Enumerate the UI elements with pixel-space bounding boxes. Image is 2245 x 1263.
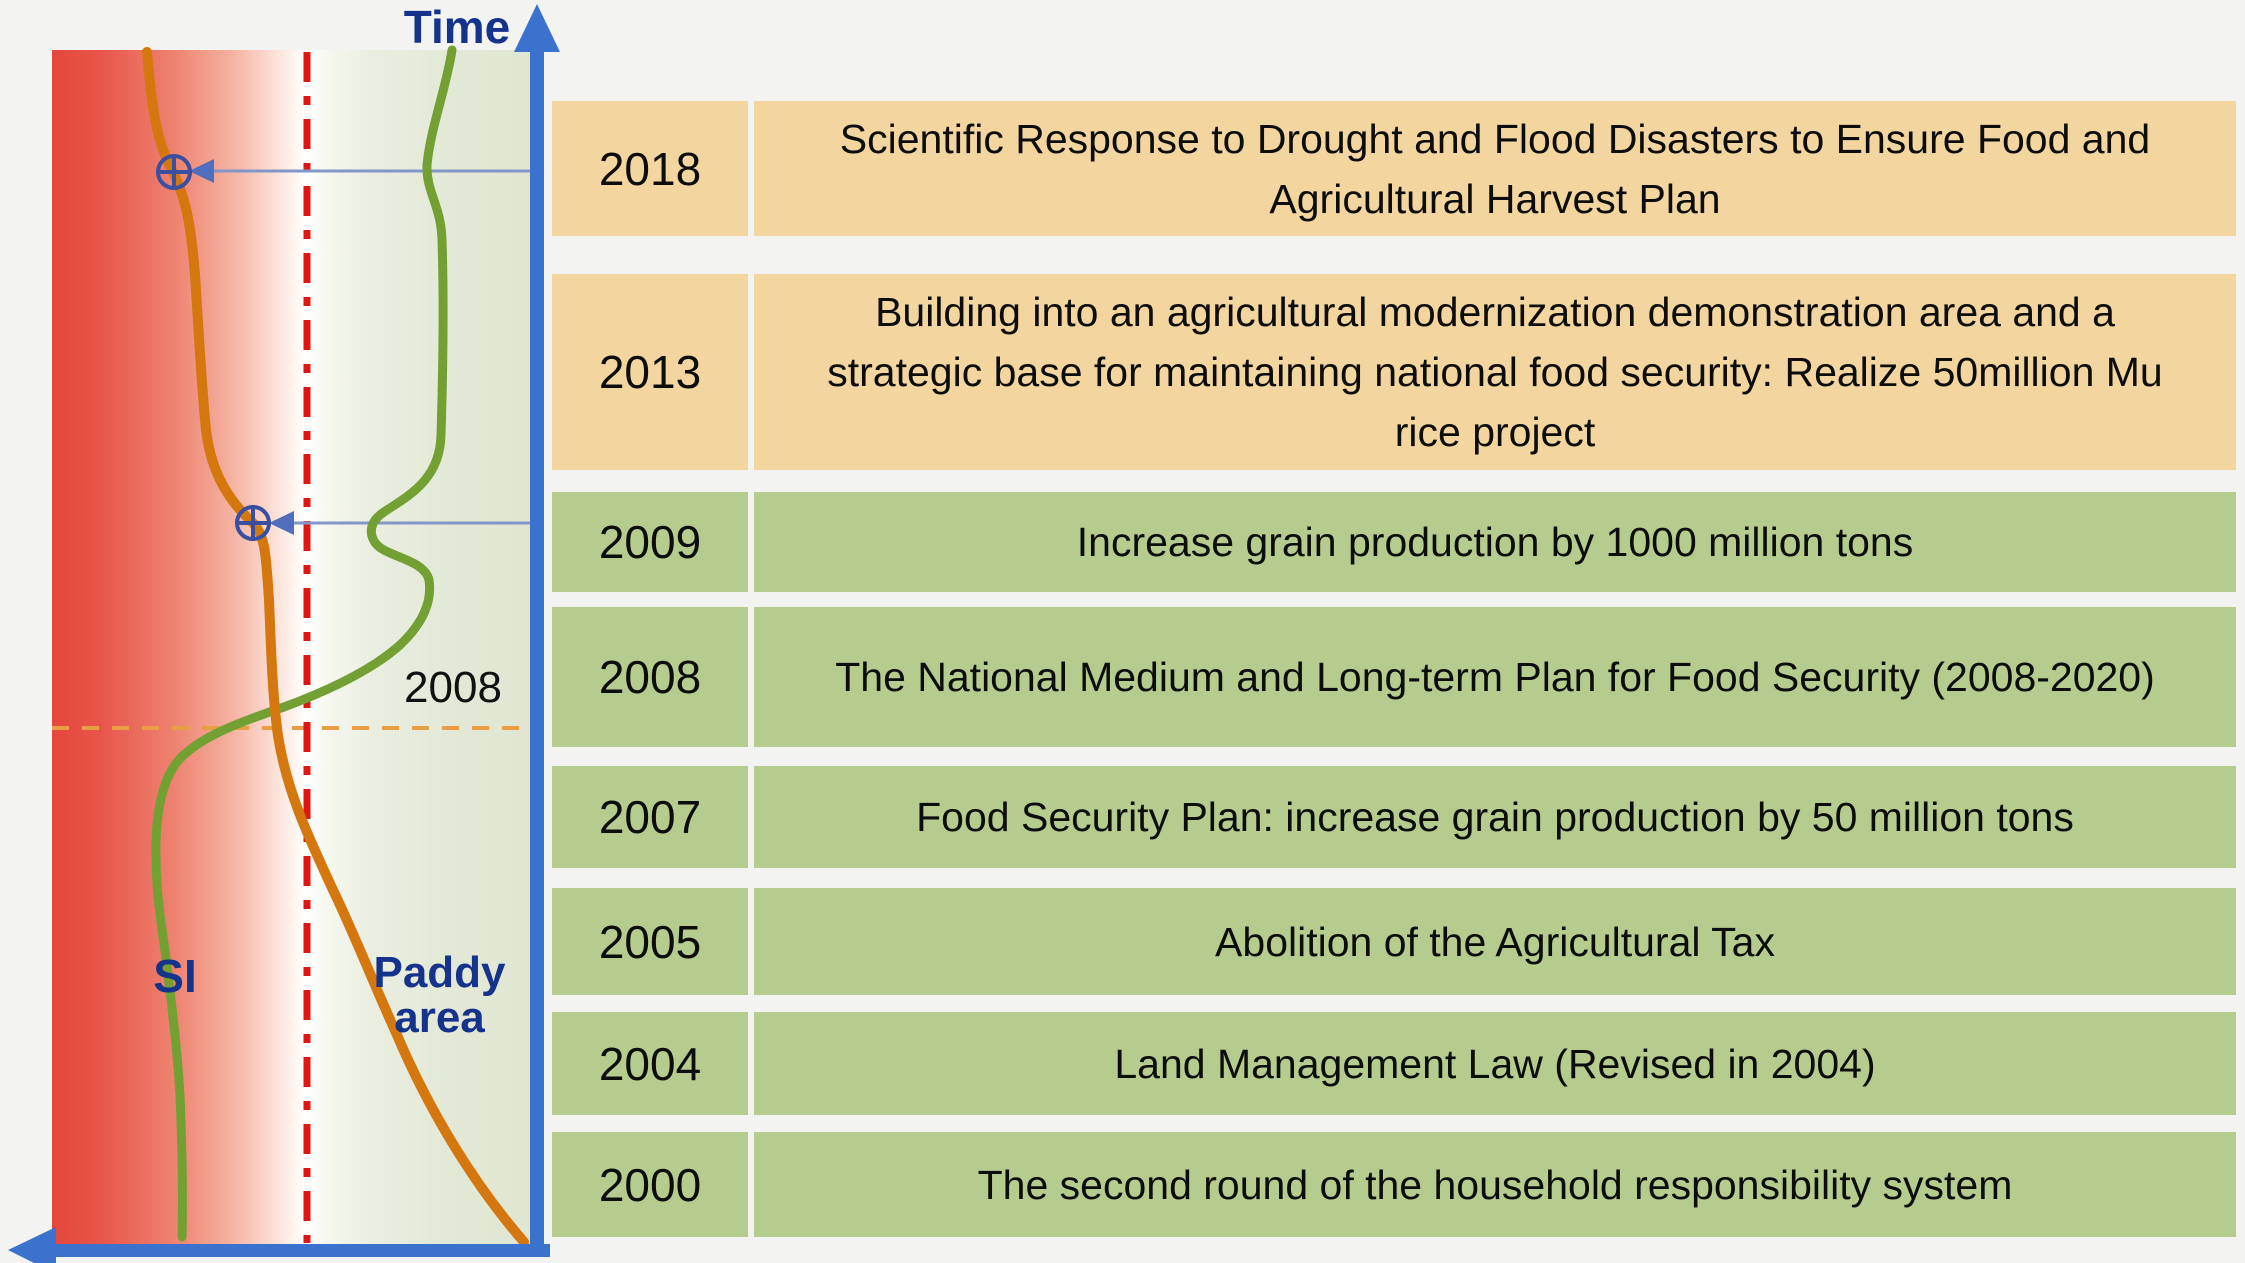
timeline-year: 2004 — [552, 1012, 748, 1115]
timeline-event-text: Food Security Plan: increase grain produ… — [754, 766, 2236, 868]
event-marker-2009-icon — [235, 505, 271, 541]
paddy-label-line1: Paddy — [373, 948, 506, 997]
timeline-row-2000: 2000 The second round of the household r… — [552, 1132, 2236, 1237]
chart-background-gradient — [52, 50, 531, 1244]
timeline-row-2013: 2013 Building into an agricultural moder… — [552, 274, 2236, 470]
timeline-year: 2013 — [552, 274, 748, 470]
timeline-year: 2018 — [552, 101, 748, 236]
paddy-label-line2: area — [394, 993, 485, 1042]
timeline-year: 2009 — [552, 492, 748, 592]
paddy-area-curve — [142, 47, 529, 1247]
timeline-row-2007: 2007 Food Security Plan: increase grain … — [552, 766, 2236, 868]
paddy-area-curve-label: Paddy area — [357, 950, 522, 1040]
time-axis-label: Time — [403, 1, 511, 53]
si-curve — [151, 45, 457, 1242]
timeline-row-2004: 2004 Land Management Law (Revised in 200… — [552, 1012, 2236, 1115]
value-axis-arrowhead-icon — [8, 1227, 56, 1263]
time-axis-vertical — [530, 42, 544, 1257]
timeline-year: 2000 — [552, 1132, 748, 1237]
timeline-event-text: The second round of the household respon… — [754, 1132, 2236, 1237]
timeline-year: 2008 — [552, 607, 748, 747]
timeline-event-text: Land Management Law (Revised in 2004) — [754, 1012, 2236, 1115]
timeline-row-2008: 2008 The National Medium and Long-term P… — [552, 607, 2236, 747]
event-marker-2018-icon — [156, 154, 192, 190]
si-curve-label: SI — [153, 950, 197, 1002]
time-axis-arrowhead-icon — [514, 4, 560, 52]
callout-arrowhead-2009-icon — [269, 511, 294, 535]
timeline-event-text: The National Medium and Long-term Plan f… — [754, 607, 2236, 747]
timeline-table: 2018 Scientific Response to Drought and … — [552, 0, 2236, 1263]
timeline-event-text: Increase grain production by 1000 millio… — [754, 492, 2236, 592]
timeline-row-2018: 2018 Scientific Response to Drought and … — [552, 101, 2236, 236]
timeline-event-text: Building into an agricultural modernizat… — [754, 274, 2236, 470]
timeline-year: 2005 — [552, 888, 748, 995]
callout-arrowhead-2018-icon — [189, 159, 214, 183]
timeline-year: 2007 — [552, 766, 748, 868]
timeline-event-text: Abolition of the Agricultural Tax — [754, 888, 2236, 995]
timeline-row-2009: 2009 Increase grain production by 1000 m… — [552, 492, 2236, 592]
timeline-row-2005: 2005 Abolition of the Agricultural Tax — [552, 888, 2236, 995]
value-axis-horizontal — [45, 1244, 550, 1257]
chart-year-2008-label: 2008 — [404, 663, 502, 712]
timeline-event-text: Scientific Response to Drought and Flood… — [754, 101, 2236, 236]
